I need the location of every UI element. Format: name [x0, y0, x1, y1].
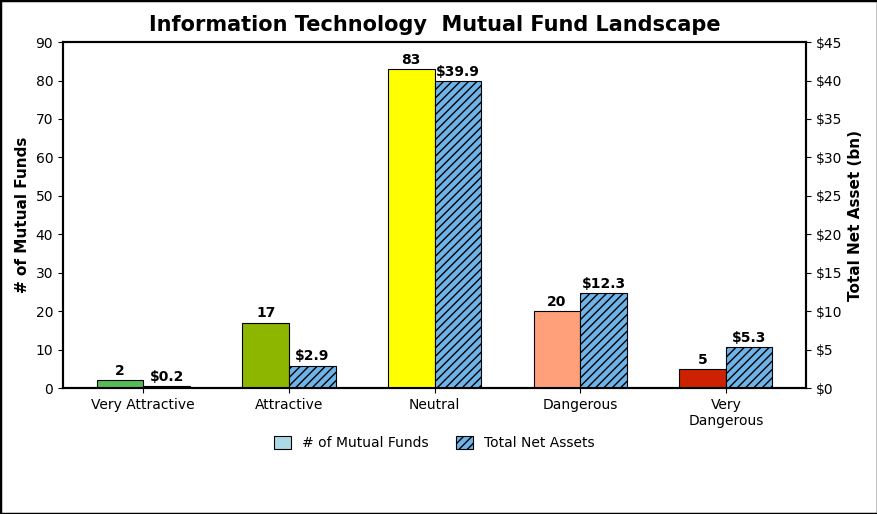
- Bar: [289, 366, 335, 388]
- Bar: [434, 81, 481, 388]
- Text: $39.9: $39.9: [435, 65, 479, 79]
- Text: 2: 2: [115, 364, 125, 378]
- Y-axis label: # of Mutual Funds: # of Mutual Funds: [15, 137, 30, 293]
- Text: $12.3: $12.3: [581, 277, 624, 291]
- Bar: [143, 387, 189, 388]
- Bar: [679, 369, 725, 388]
- Text: 17: 17: [256, 306, 275, 320]
- Legend: # of Mutual Funds, Total Net Assets: # of Mutual Funds, Total Net Assets: [267, 429, 601, 457]
- Bar: [242, 323, 289, 388]
- Text: 20: 20: [546, 295, 566, 309]
- Bar: [533, 311, 580, 388]
- Text: 83: 83: [401, 53, 420, 67]
- Text: $5.3: $5.3: [731, 331, 766, 345]
- Y-axis label: Total Net Asset (bn): Total Net Asset (bn): [847, 130, 862, 301]
- Text: $2.9: $2.9: [295, 350, 329, 363]
- Bar: [725, 347, 772, 388]
- Bar: [388, 69, 434, 388]
- Text: $0.2: $0.2: [149, 370, 183, 384]
- Title: Information Technology  Mutual Fund Landscape: Information Technology Mutual Fund Lands…: [148, 15, 719, 35]
- Text: 5: 5: [697, 353, 707, 366]
- Bar: [96, 380, 143, 388]
- Bar: [580, 293, 626, 388]
